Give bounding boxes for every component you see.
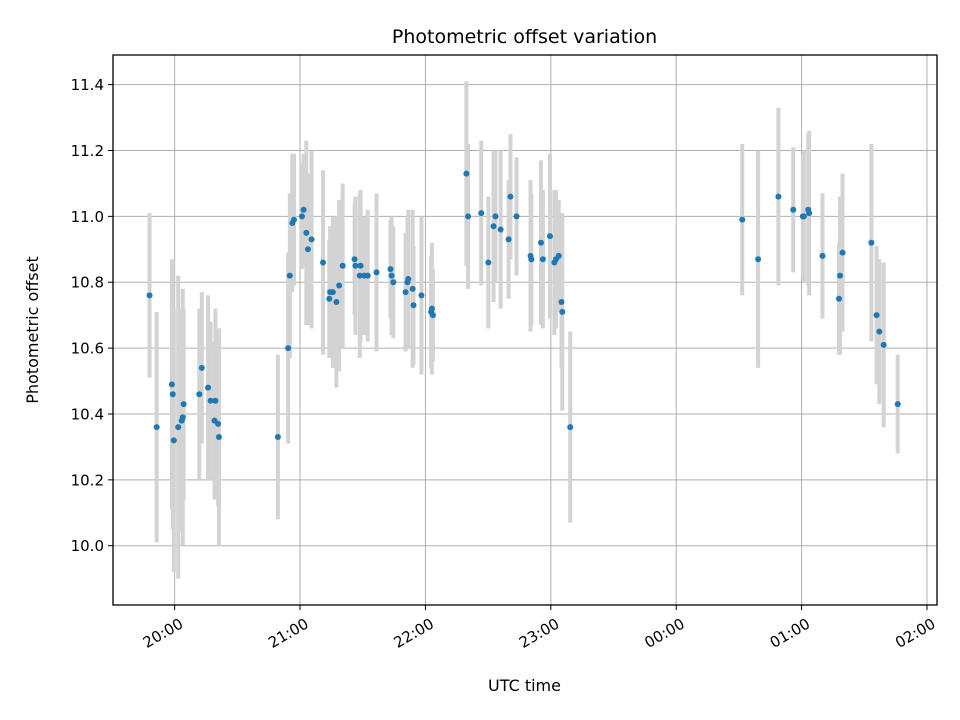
data-point bbox=[559, 308, 566, 315]
data-point bbox=[837, 272, 844, 279]
data-point bbox=[333, 299, 340, 306]
data-point bbox=[410, 302, 417, 309]
data-point bbox=[894, 401, 901, 408]
data-point bbox=[364, 272, 371, 279]
data-point bbox=[492, 213, 499, 220]
data-point bbox=[298, 213, 305, 220]
y-tick-label: 11.2 bbox=[71, 142, 104, 160]
data-point bbox=[537, 239, 544, 246]
y-tick-label: 10.4 bbox=[71, 405, 104, 423]
y-axis-label: Photometric offset bbox=[23, 256, 42, 404]
points bbox=[146, 170, 901, 444]
data-point bbox=[418, 292, 425, 299]
data-point bbox=[429, 312, 436, 319]
data-point bbox=[409, 285, 416, 292]
data-point bbox=[539, 256, 546, 263]
y-tick-label: 10.0 bbox=[71, 537, 104, 555]
x-axis-label: UTC time bbox=[488, 676, 561, 695]
data-point bbox=[207, 397, 214, 404]
data-point bbox=[507, 193, 514, 200]
data-point bbox=[205, 384, 212, 391]
data-point bbox=[320, 259, 327, 266]
data-point bbox=[212, 397, 219, 404]
data-point bbox=[336, 282, 343, 289]
data-point bbox=[558, 299, 565, 306]
data-point bbox=[555, 252, 562, 259]
data-point bbox=[351, 256, 358, 263]
data-point bbox=[528, 256, 535, 263]
data-point bbox=[304, 246, 311, 253]
data-point bbox=[739, 216, 746, 223]
data-point bbox=[873, 312, 880, 319]
data-point bbox=[274, 434, 281, 441]
data-point bbox=[339, 262, 346, 269]
data-point bbox=[153, 424, 160, 431]
data-point bbox=[373, 269, 380, 276]
data-point bbox=[286, 272, 293, 279]
data-point bbox=[352, 262, 359, 269]
data-point bbox=[513, 213, 520, 220]
data-point bbox=[215, 420, 222, 427]
data-point bbox=[180, 401, 187, 408]
data-point bbox=[497, 226, 504, 233]
data-point bbox=[290, 216, 297, 223]
data-point bbox=[755, 256, 762, 263]
data-point bbox=[806, 210, 813, 217]
data-point bbox=[168, 381, 175, 388]
grid bbox=[113, 55, 937, 605]
data-point bbox=[402, 289, 409, 296]
y-tick-label: 10.8 bbox=[71, 274, 104, 292]
data-point bbox=[478, 210, 485, 217]
data-point bbox=[356, 272, 363, 279]
data-point bbox=[146, 292, 153, 299]
data-point bbox=[819, 252, 826, 259]
data-point bbox=[428, 305, 435, 312]
y-axis-ticks: 10.0 10.2 10.4 10.6 10.8 11.0 11.2 11.4 bbox=[71, 76, 113, 555]
data-point bbox=[198, 364, 205, 371]
y-tick-label: 10.6 bbox=[71, 340, 104, 358]
data-point bbox=[178, 417, 185, 424]
data-point bbox=[357, 262, 364, 269]
data-point bbox=[390, 279, 397, 286]
data-point bbox=[326, 295, 333, 302]
data-point bbox=[329, 289, 336, 296]
data-point bbox=[546, 233, 553, 240]
data-point bbox=[868, 239, 875, 246]
data-point bbox=[463, 170, 470, 177]
data-point bbox=[388, 272, 395, 279]
data-point bbox=[835, 295, 842, 302]
data-point bbox=[405, 275, 412, 282]
data-point bbox=[465, 213, 472, 220]
plot-frame bbox=[112, 54, 938, 606]
data-point bbox=[308, 236, 315, 243]
data-point bbox=[567, 424, 574, 431]
y-tick-label: 11.0 bbox=[71, 208, 104, 226]
data-point bbox=[170, 437, 177, 444]
data-point bbox=[839, 249, 846, 256]
y-tick-label: 10.2 bbox=[71, 471, 104, 489]
data-point bbox=[790, 206, 797, 213]
data-point bbox=[300, 206, 307, 213]
data-point bbox=[880, 341, 887, 348]
data-point bbox=[490, 223, 497, 230]
data-point bbox=[505, 236, 512, 243]
data-point bbox=[196, 391, 203, 398]
chart-title: Photometric offset variation bbox=[392, 26, 657, 48]
data-point bbox=[285, 345, 292, 352]
data-point bbox=[800, 213, 807, 220]
data-point bbox=[215, 434, 222, 441]
data-point bbox=[775, 193, 782, 200]
data-point bbox=[876, 328, 883, 335]
data-point bbox=[169, 391, 176, 398]
data-point bbox=[303, 229, 310, 236]
data-point bbox=[485, 259, 492, 266]
data-point bbox=[175, 424, 182, 431]
data-point bbox=[387, 266, 394, 273]
y-tick-label: 11.4 bbox=[71, 76, 104, 94]
